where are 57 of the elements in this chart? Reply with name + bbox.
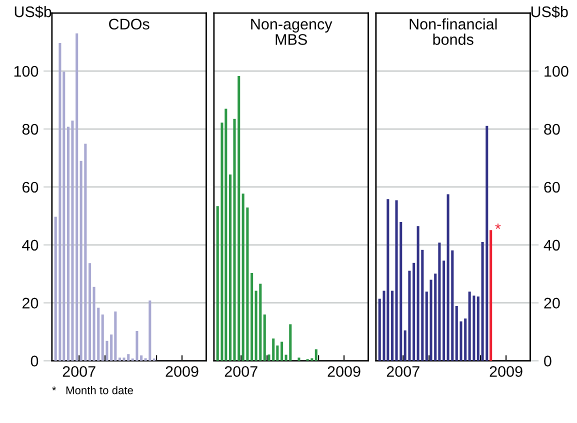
- y2-axis-title: US$b: [531, 6, 568, 18]
- y-tick-label: 20: [22, 298, 38, 309]
- bar: [84, 144, 87, 361]
- bar: [289, 324, 292, 361]
- bar: [92, 286, 96, 361]
- x-tick-label: 2009: [328, 366, 360, 377]
- bar: [386, 199, 390, 361]
- bar: [101, 314, 104, 361]
- bar: [412, 262, 416, 361]
- x-tick-label: 2009: [166, 366, 198, 377]
- bar: [242, 194, 244, 361]
- bar: [280, 342, 284, 361]
- bar: [314, 349, 318, 361]
- text: Non-agency MBS: [251, 18, 332, 45]
- bar: [88, 263, 92, 361]
- bar: [259, 284, 262, 361]
- y-tick-label: 60: [22, 182, 38, 193]
- y2-tick-label: 100: [544, 66, 568, 77]
- x-tick-label: 2009: [490, 366, 522, 377]
- y2-tick-label: 20: [544, 298, 560, 309]
- bar: [224, 108, 228, 361]
- bar: [395, 200, 398, 361]
- y2-tick-label: 60: [544, 182, 560, 193]
- y-tick-label: 40: [22, 240, 38, 251]
- bar: [416, 226, 420, 361]
- bar: [114, 312, 117, 361]
- y-tick-label: 80: [22, 124, 38, 135]
- bar: [58, 42, 62, 361]
- x-tick-label: 2007: [62, 366, 96, 377]
- bar: [476, 296, 480, 361]
- bar: [468, 292, 471, 361]
- bar: [118, 358, 122, 361]
- x-tick-label: 2007: [224, 366, 258, 377]
- bar: [298, 358, 300, 361]
- text: Non-financial bonds: [410, 18, 497, 45]
- bar: [122, 358, 126, 361]
- bar: [446, 194, 450, 361]
- text: * Month to date: [52, 386, 133, 394]
- y-axis-title: US$b: [14, 6, 52, 18]
- bar: [250, 273, 254, 361]
- bar: [486, 126, 488, 361]
- y2-tick-label: 0: [544, 356, 552, 367]
- y-tick-label: 100: [14, 66, 38, 77]
- bar: [438, 242, 441, 361]
- bar: [148, 300, 152, 361]
- chart-title: CDOs: [109, 18, 150, 30]
- y2-tick-label: 40: [544, 240, 560, 251]
- bar: [136, 330, 138, 361]
- bar: [442, 260, 446, 361]
- y2-tick-label: 80: [544, 124, 560, 135]
- annotation: *: [495, 224, 501, 229]
- bar: [472, 296, 476, 361]
- bar: [310, 358, 314, 361]
- bar: [490, 230, 492, 361]
- bar: [408, 270, 411, 361]
- y-tick-label: 0: [30, 356, 38, 367]
- x-tick-label: 2007: [386, 366, 420, 377]
